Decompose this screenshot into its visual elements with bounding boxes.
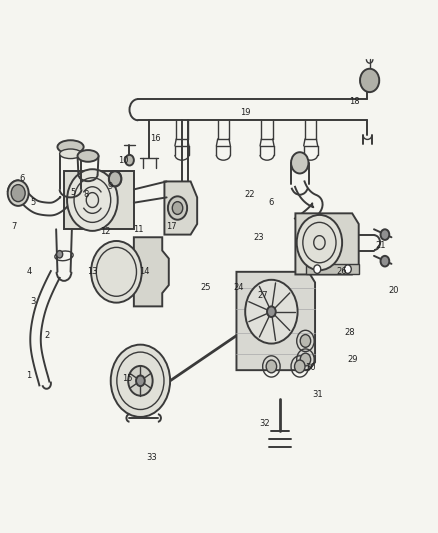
Text: 30: 30 (305, 363, 316, 372)
Circle shape (245, 280, 297, 344)
Text: 19: 19 (240, 108, 251, 117)
Circle shape (57, 251, 63, 258)
Ellipse shape (78, 150, 99, 162)
Circle shape (168, 196, 187, 220)
Circle shape (11, 184, 25, 201)
Polygon shape (306, 264, 359, 274)
Text: 5: 5 (31, 198, 36, 207)
Text: 20: 20 (389, 286, 399, 295)
Text: 27: 27 (258, 291, 268, 300)
Text: 6: 6 (19, 174, 25, 183)
Circle shape (128, 366, 152, 395)
Circle shape (381, 229, 389, 240)
Text: 18: 18 (349, 97, 360, 106)
Circle shape (109, 171, 121, 186)
Polygon shape (295, 213, 359, 274)
Circle shape (297, 215, 342, 270)
Circle shape (314, 265, 321, 273)
Circle shape (267, 306, 276, 317)
Text: 14: 14 (140, 268, 150, 276)
Circle shape (300, 335, 311, 348)
Text: 2: 2 (44, 331, 49, 340)
Text: 25: 25 (201, 283, 211, 292)
Circle shape (136, 375, 145, 386)
Circle shape (291, 152, 308, 173)
Text: 24: 24 (233, 283, 244, 292)
Polygon shape (64, 171, 134, 229)
Text: 5: 5 (70, 188, 75, 197)
Text: 8: 8 (83, 190, 88, 199)
Text: 16: 16 (150, 134, 161, 143)
Ellipse shape (60, 149, 81, 159)
Text: 23: 23 (253, 233, 264, 242)
Circle shape (381, 256, 389, 266)
Ellipse shape (57, 140, 84, 154)
Polygon shape (134, 237, 169, 306)
Text: 15: 15 (122, 374, 133, 383)
Text: 33: 33 (146, 454, 157, 463)
Text: 26: 26 (336, 268, 346, 276)
Text: 3: 3 (31, 296, 36, 305)
Text: 32: 32 (260, 419, 270, 428)
Text: 9: 9 (107, 182, 113, 191)
Text: 21: 21 (375, 241, 386, 250)
Circle shape (266, 360, 277, 373)
Circle shape (125, 155, 134, 165)
Circle shape (300, 353, 311, 366)
Text: 13: 13 (87, 268, 98, 276)
Text: 4: 4 (26, 268, 32, 276)
Circle shape (67, 169, 118, 231)
Text: 29: 29 (347, 355, 357, 364)
Circle shape (111, 345, 170, 417)
Circle shape (8, 180, 28, 206)
Polygon shape (164, 181, 197, 235)
Circle shape (360, 69, 379, 92)
Circle shape (344, 265, 351, 273)
Text: 10: 10 (118, 156, 128, 165)
Circle shape (294, 360, 305, 373)
Circle shape (91, 241, 142, 303)
Circle shape (172, 201, 183, 214)
Text: 31: 31 (312, 390, 322, 399)
Polygon shape (237, 272, 315, 370)
Text: 28: 28 (345, 328, 355, 337)
Text: 6: 6 (268, 198, 274, 207)
Text: 1: 1 (26, 371, 32, 380)
Text: 11: 11 (133, 225, 144, 234)
Text: 17: 17 (166, 222, 176, 231)
Text: 12: 12 (100, 228, 111, 237)
Text: 7: 7 (11, 222, 17, 231)
Text: 22: 22 (244, 190, 255, 199)
